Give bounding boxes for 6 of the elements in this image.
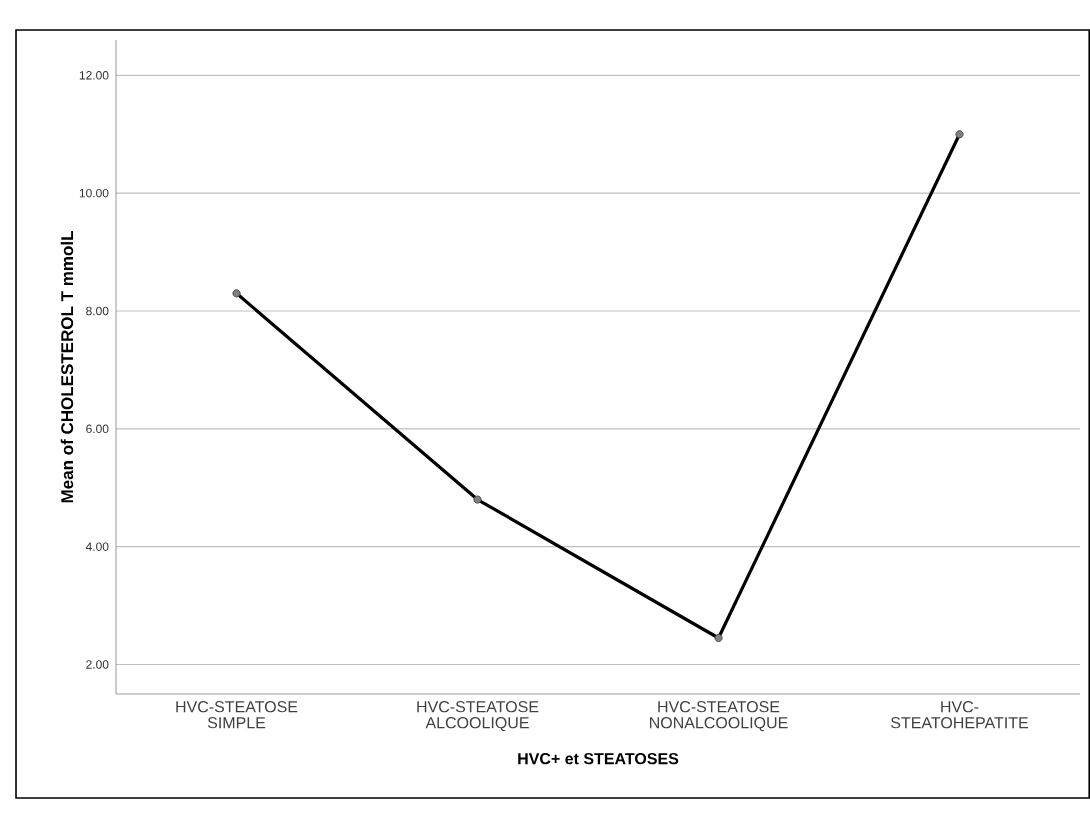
x-tick-label: HVC-STEATOSE NONALCOOLIQUE	[650, 701, 788, 732]
y-axis-title: Mean of CHOLESTEROL T mmolL	[60, 231, 74, 503]
x-tick-label: HVC-STEATOHEPATITE	[891, 701, 1029, 729]
x-tick-label: HVC-STEATOSE ALCOOLIQUE	[417, 701, 539, 732]
x-axis-title: HVC+ et STEATOSES	[518, 752, 679, 765]
x-tick-label: HVC-STEATOSE SIMPLE	[176, 701, 298, 729]
